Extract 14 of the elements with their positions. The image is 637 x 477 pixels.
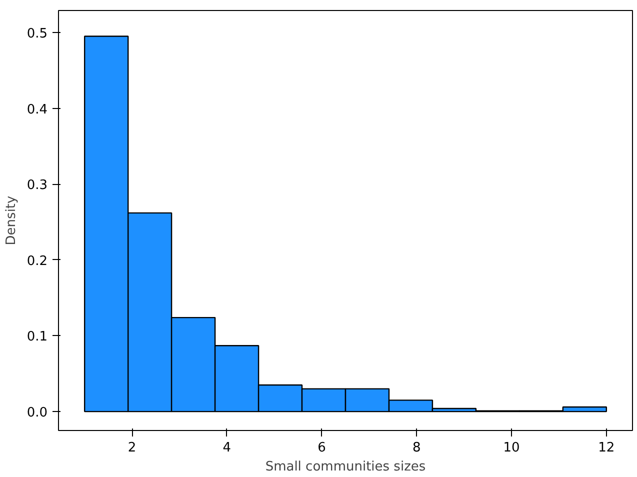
y-axis-title: Density: [4, 195, 19, 246]
x-tick-label: 12: [598, 440, 615, 456]
x-axis-title: Small communities sizes: [265, 460, 426, 474]
y-tick-label: 0.0: [26, 406, 48, 421]
y-tick-label: 0.4: [26, 102, 48, 118]
y-tick-label: 0.5: [26, 26, 48, 42]
x-tick-label: 2: [128, 440, 136, 456]
x-tick-label: 10: [503, 440, 520, 456]
y-tick-label: 0.1: [26, 330, 48, 345]
x-tick-label: 6: [318, 440, 326, 456]
y-tick-label: 0.3: [26, 178, 48, 194]
x-tick-label: 8: [412, 440, 421, 456]
x-tick-label: 4: [222, 440, 232, 456]
y-tick-label: 0.2: [26, 254, 48, 269]
